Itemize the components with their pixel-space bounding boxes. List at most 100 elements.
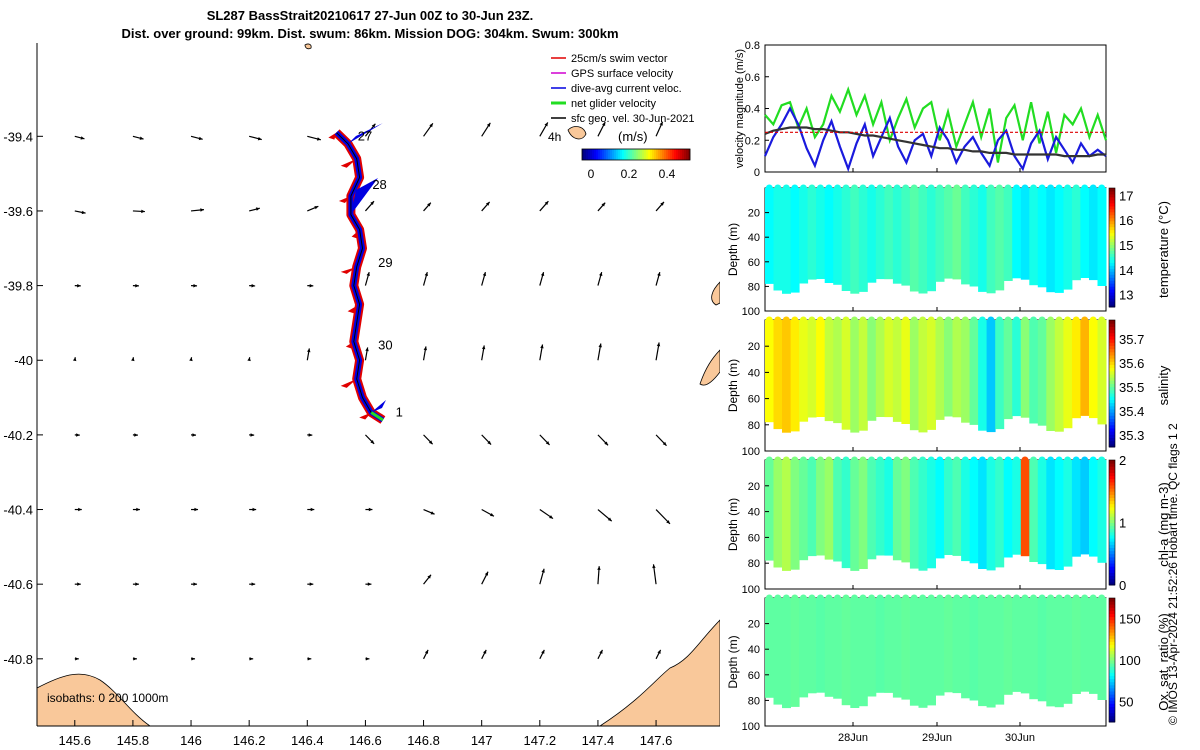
salinity-data-column [799, 320, 809, 422]
temperature-colorbar-cell [1109, 191, 1115, 195]
map-colorbar-cell [620, 149, 623, 160]
map-colorbar-cell [630, 149, 633, 160]
map-colorbar-cell [652, 149, 655, 160]
geo-velocity-arrowhead [666, 520, 670, 524]
oxygen-colorbar-cell [1109, 601, 1115, 605]
temperature-colorbar-tick: 14 [1119, 263, 1133, 278]
oxygen-data-column [1097, 598, 1107, 700]
land-victoria-coast [37, 673, 151, 726]
chl-a-data-column [1012, 460, 1022, 555]
chl-a-surface-sample [961, 456, 969, 464]
oxygen-colorbar-cell [1109, 641, 1115, 645]
oxygen-surface-sample [774, 594, 782, 602]
land-island-east-1 [711, 281, 720, 306]
map-y-tick-label: -39.8 [3, 279, 33, 294]
oxygen-surface-sample [825, 594, 833, 602]
swim-vector-fan [347, 304, 360, 314]
temperature-data-column [1029, 188, 1039, 286]
temperature-surface-sample [1089, 184, 1097, 192]
oxygen-colorbar-tick: 50 [1119, 694, 1133, 709]
chl-a-surface-sample [910, 456, 918, 464]
oxygen-data-column [1003, 598, 1013, 695]
oxygen-surface-sample [868, 594, 876, 602]
salinity-colorbar-tick: 35.5 [1119, 380, 1144, 395]
geo-velocity-arrowhead [483, 649, 487, 654]
oxygen-surface-sample [876, 594, 884, 602]
temperature-colorbar-tick: 15 [1119, 238, 1133, 253]
oxygen-surface-sample [885, 594, 893, 602]
map-y-tick-label: -40 [14, 353, 33, 368]
temperature-data-column [909, 188, 919, 292]
temperature-colorbar-cell [1109, 292, 1115, 296]
map-colorbar-cell [676, 149, 679, 160]
salinity-y-tick-label: 20 [748, 341, 760, 353]
map-colorbar-cell [596, 149, 599, 160]
map-colorbar-cell [648, 149, 651, 160]
oxygen-surface-sample [1072, 594, 1080, 602]
temperature-colorbar-tick: 17 [1119, 188, 1133, 203]
chl-a-data-column [1037, 460, 1047, 565]
chl-a-colorbar-cell [1109, 553, 1115, 558]
day-label-30: 30 [378, 337, 392, 352]
oxygen-data-column [790, 598, 800, 707]
oxygen-colorbar-cell [1109, 632, 1115, 636]
oxygen-data-column [799, 598, 809, 698]
salinity-data-column [995, 320, 1005, 430]
oxygen-data-column [1063, 598, 1073, 704]
velocity-y-tick-label: 0.4 [745, 104, 760, 116]
salinity-surface-sample [851, 316, 858, 324]
salinity-surface-sample [782, 316, 790, 324]
salinity-data-column [1063, 320, 1073, 429]
oxygen-surface-sample [927, 594, 935, 602]
chl-a-colorbar-cell [1109, 535, 1115, 539]
chl-a-data-column [858, 460, 868, 569]
temperature-surface-sample [1030, 184, 1037, 192]
temperature-surface-sample [774, 184, 782, 192]
temperature-colorbar-cell [1109, 241, 1115, 246]
map-colorbar-cell [628, 149, 631, 160]
salinity-colorbar-cell [1109, 405, 1115, 410]
geo-velocity-arrowhead [307, 657, 312, 661]
oxygen-data-column [935, 598, 945, 696]
dive-avg-current-fan [371, 400, 386, 413]
temperature-data-column [986, 188, 996, 294]
chl-a-colorbar-cell [1109, 488, 1115, 492]
oxygen-surface-sample [799, 594, 807, 602]
oxygen-colorbar-cell [1109, 684, 1115, 689]
geo-velocity-arrowhead [75, 657, 79, 661]
oxygen-surface-sample [1047, 594, 1055, 602]
geo-velocity-arrowhead [429, 123, 433, 128]
salinity-colorbar-cell [1109, 374, 1115, 378]
chl-a-colorbar-cell [1109, 510, 1115, 514]
chl-a-data-column [782, 460, 791, 571]
salinity-colorbar-tick: 35.6 [1119, 356, 1144, 371]
salinity-data-column [901, 320, 911, 424]
chl-a-data-column [1097, 460, 1107, 563]
temperature-data-column [935, 188, 945, 282]
salinity-data-column [986, 320, 996, 433]
salinity-surface-sample [774, 316, 782, 324]
salinity-surface-sample [1081, 316, 1089, 324]
geo-velocity-arrowhead [307, 348, 311, 353]
temperature-data-column [995, 188, 1005, 291]
chl-a-data-column [1046, 460, 1056, 570]
salinity-colorbar-cell [1109, 332, 1115, 337]
map-colorbar-cell [664, 149, 667, 160]
chl-a-surface-sample [1013, 456, 1020, 464]
map-x-tick-label: 147.2 [524, 733, 557, 748]
geo-velocity-arrowhead [78, 507, 82, 512]
oxygen-colorbar-cell [1109, 675, 1115, 680]
oxygen-colorbar-cell [1109, 715, 1115, 720]
temperature-data-column [1054, 188, 1064, 293]
geo-velocity-arrowhead [252, 507, 257, 512]
geo-velocity-arrowhead [540, 272, 545, 277]
geo-velocity-arrowhead [486, 122, 491, 127]
oxygen-data-column [1037, 598, 1047, 702]
geo-velocity-arrowhead [251, 283, 256, 288]
chl-a-colorbar-cell [1109, 503, 1115, 508]
temperature-data-column [782, 188, 791, 294]
salinity-data-column [833, 320, 843, 424]
chl-a-colorbar-cell [1109, 460, 1115, 464]
salinity-colorbar-cell [1109, 364, 1115, 369]
chl-a-surface-sample [799, 456, 807, 464]
